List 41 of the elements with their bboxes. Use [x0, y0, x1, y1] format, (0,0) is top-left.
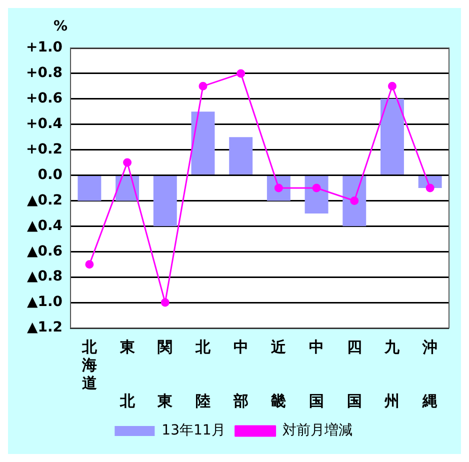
y-tick-label: ▲1.2	[26, 320, 63, 336]
point	[426, 184, 434, 192]
legend-label: 対前月増減	[282, 422, 352, 439]
bar	[78, 176, 102, 201]
category-label: 四国	[346, 338, 362, 410]
bar	[191, 112, 215, 175]
y-tick-label: ▲0.6	[26, 243, 63, 260]
category-label: 中部	[233, 338, 248, 410]
category-label: 北陸	[195, 338, 210, 410]
y-tick-label: ▲0.2	[26, 192, 63, 208]
category-label: 九州	[384, 338, 400, 410]
bar	[380, 98, 404, 175]
y-tick-label: ▲1.0	[26, 294, 63, 310]
y-tick-label: ▲0.4	[26, 218, 63, 234]
y-tick-label: +0.6	[26, 90, 63, 107]
category-label: 沖縄	[422, 338, 438, 410]
y-tick-label: +0.8	[26, 65, 63, 82]
y-tick-label: ▲0.8	[26, 268, 63, 285]
category-label: 近畿	[271, 338, 286, 410]
y-tick-label: +0.4	[26, 116, 63, 132]
category-label: 東北	[120, 338, 135, 410]
point	[160, 298, 170, 307]
point	[85, 260, 94, 269]
bar	[304, 176, 328, 214]
category-label: 関東	[158, 338, 173, 410]
point	[388, 82, 396, 90]
y-tick-label: +1.0	[26, 40, 63, 56]
category-label: 中国	[309, 338, 324, 410]
y-axis-title: %	[54, 18, 68, 35]
y-tick-label: +0.2	[26, 141, 63, 158]
point	[350, 196, 359, 205]
bar	[229, 137, 253, 175]
y-tick-label: 0.0	[38, 166, 63, 183]
point	[198, 82, 208, 90]
point	[312, 184, 321, 192]
point	[123, 158, 132, 167]
x-tick-label: 北海道	[80, 338, 98, 392]
point	[236, 69, 246, 78]
bar	[153, 176, 177, 226]
legend-label: 13年11月	[162, 422, 226, 439]
bar	[342, 176, 366, 226]
